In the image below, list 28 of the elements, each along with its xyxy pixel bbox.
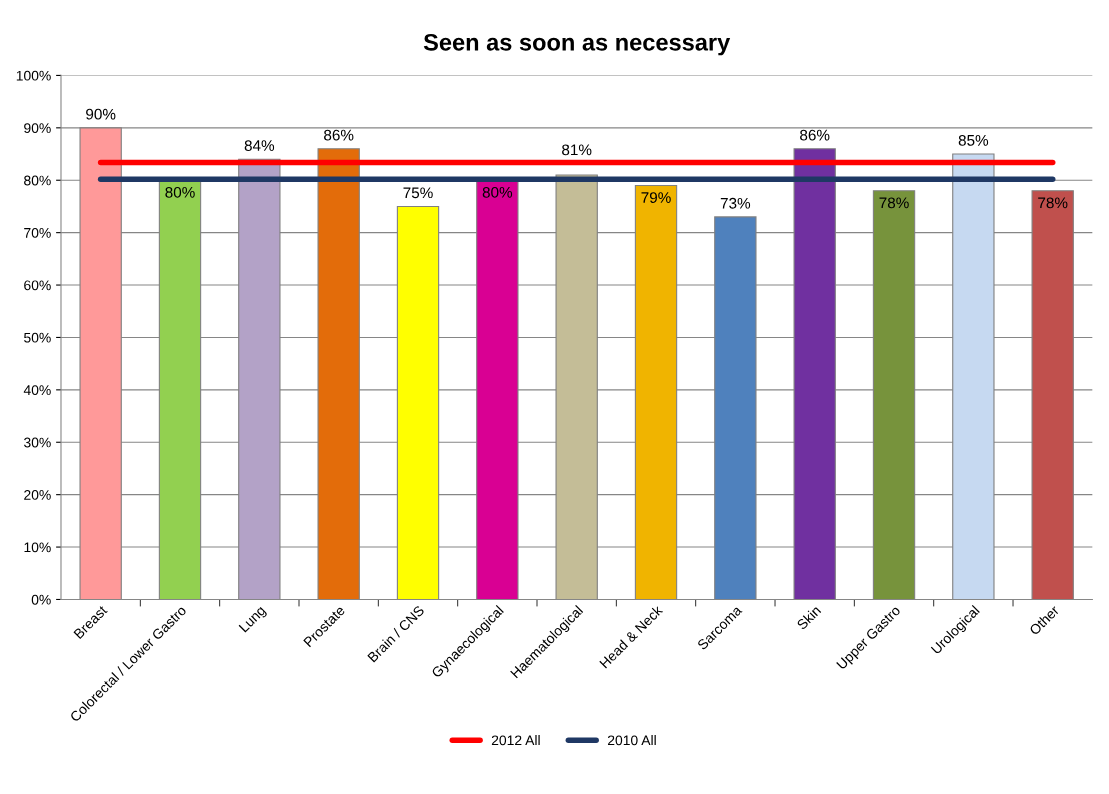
data-label: 86% — [324, 129, 354, 141]
data-label: 75% — [403, 187, 433, 199]
y-tick-label: 50% — [24, 332, 51, 343]
y-tick-label: 30% — [24, 437, 51, 448]
x-tick-label: Skin — [796, 604, 822, 631]
data-label: 78% — [879, 197, 909, 209]
data-label: 81% — [562, 144, 592, 156]
data-label: 80% — [165, 186, 195, 198]
y-tick-label: 20% — [24, 490, 51, 500]
data-label: 84% — [244, 140, 275, 152]
data-label: 73% — [720, 197, 751, 209]
data-label: 86% — [800, 129, 830, 141]
y-tick-label: 60% — [24, 280, 51, 291]
data-label: 79% — [641, 192, 671, 203]
data-label: 78% — [1038, 197, 1068, 209]
y-tick-label: 70% — [24, 227, 51, 238]
y-tick-label: 0% — [31, 594, 51, 605]
y-tick-label: 10% — [24, 542, 51, 553]
legend-label: 2010 All — [607, 735, 656, 746]
data-label: 90% — [86, 108, 116, 120]
y-tick-label: 80% — [24, 175, 51, 186]
legend-label: 2012 All — [491, 735, 540, 746]
data-label: 85% — [958, 134, 989, 146]
y-tick-label: 90% — [24, 123, 51, 133]
data-label: 80% — [482, 186, 513, 198]
y-tick-label: 100% — [16, 70, 51, 81]
chart-title: Seen as soon as necessary — [423, 33, 731, 56]
y-tick-label: 40% — [23, 385, 51, 396]
